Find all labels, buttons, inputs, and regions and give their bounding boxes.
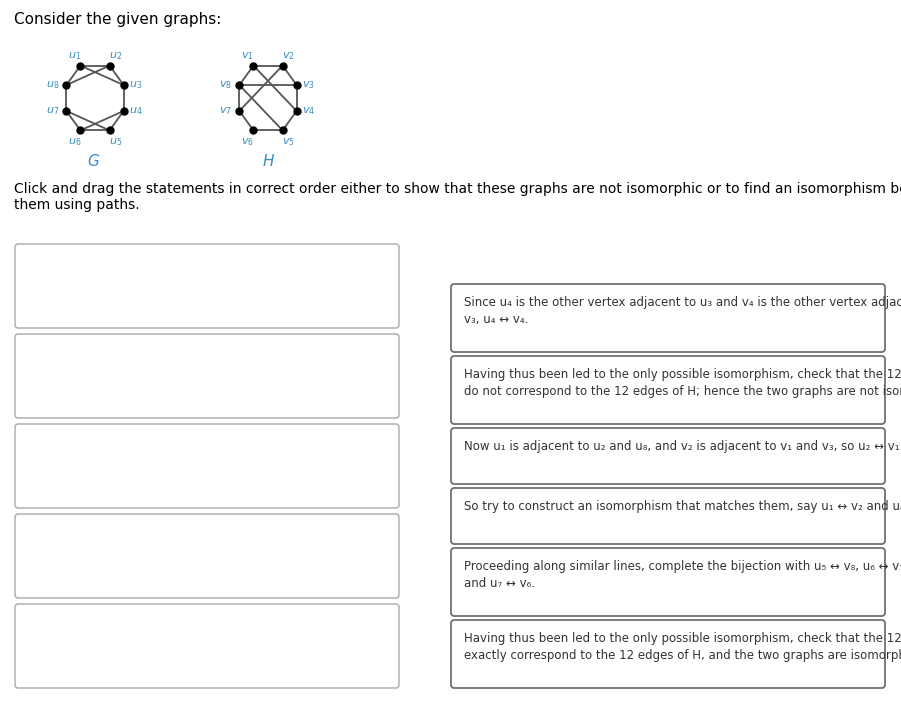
Text: $u_8$: $u_8$ (46, 79, 59, 91)
FancyBboxPatch shape (451, 488, 885, 544)
Text: Since u₄ is the other vertex adjacent to u₃ and v₄ is the other vertex adjacent : Since u₄ is the other vertex adjacent to… (464, 296, 901, 326)
Text: $v_5$: $v_5$ (282, 136, 295, 148)
Text: So try to construct an isomorphism that matches them, say u₁ ↔ v₂ and u₈ ↔ v₈.: So try to construct an isomorphism that … (464, 500, 901, 513)
FancyBboxPatch shape (15, 244, 399, 328)
Text: $u_5$: $u_5$ (109, 136, 123, 148)
FancyBboxPatch shape (451, 356, 885, 424)
Text: Now u₁ is adjacent to u₂ and u₈, and v₂ is adjacent to v₁ and v₃, so u₂ ↔ v₁ and: Now u₁ is adjacent to u₂ and u₈, and v₂ … (464, 440, 901, 453)
FancyBboxPatch shape (451, 548, 885, 616)
FancyBboxPatch shape (15, 604, 399, 688)
Text: H: H (262, 154, 274, 169)
Text: Click and drag the statements in correct order either to show that these graphs : Click and drag the statements in correct… (14, 182, 901, 196)
Text: $v_4$: $v_4$ (302, 105, 315, 117)
Text: $u_1$: $u_1$ (68, 50, 81, 62)
Text: $u_4$: $u_4$ (129, 105, 142, 117)
Text: Having thus been led to the only possible isomorphism, check that the 12 edges o: Having thus been led to the only possibl… (464, 632, 901, 662)
Text: $v_8$: $v_8$ (219, 79, 232, 91)
Text: $u_3$: $u_3$ (129, 79, 142, 91)
FancyBboxPatch shape (451, 428, 885, 484)
Text: Proceeding along similar lines, complete the bijection with u₅ ↔ v₈, u₆ ↔ v₇,
an: Proceeding along similar lines, complete… (464, 560, 901, 590)
Text: Having thus been led to the only possible isomorphism, check that the 12 edges o: Having thus been led to the only possibl… (464, 368, 901, 398)
Text: $v_1$: $v_1$ (241, 50, 254, 62)
Text: $u_7$: $u_7$ (46, 105, 59, 117)
Text: $v_6$: $v_6$ (241, 136, 254, 148)
Text: $u_2$: $u_2$ (109, 50, 123, 62)
FancyBboxPatch shape (451, 284, 885, 352)
Text: $v_7$: $v_7$ (219, 105, 232, 117)
FancyBboxPatch shape (15, 424, 399, 508)
FancyBboxPatch shape (451, 620, 885, 688)
Text: $v_3$: $v_3$ (302, 79, 315, 91)
Text: them using paths.: them using paths. (14, 198, 140, 212)
Text: $u_6$: $u_6$ (68, 136, 81, 148)
Text: G: G (87, 154, 99, 169)
FancyBboxPatch shape (15, 514, 399, 598)
Text: Consider the given graphs:: Consider the given graphs: (14, 12, 222, 27)
Text: $v_2$: $v_2$ (282, 50, 295, 62)
FancyBboxPatch shape (15, 334, 399, 418)
